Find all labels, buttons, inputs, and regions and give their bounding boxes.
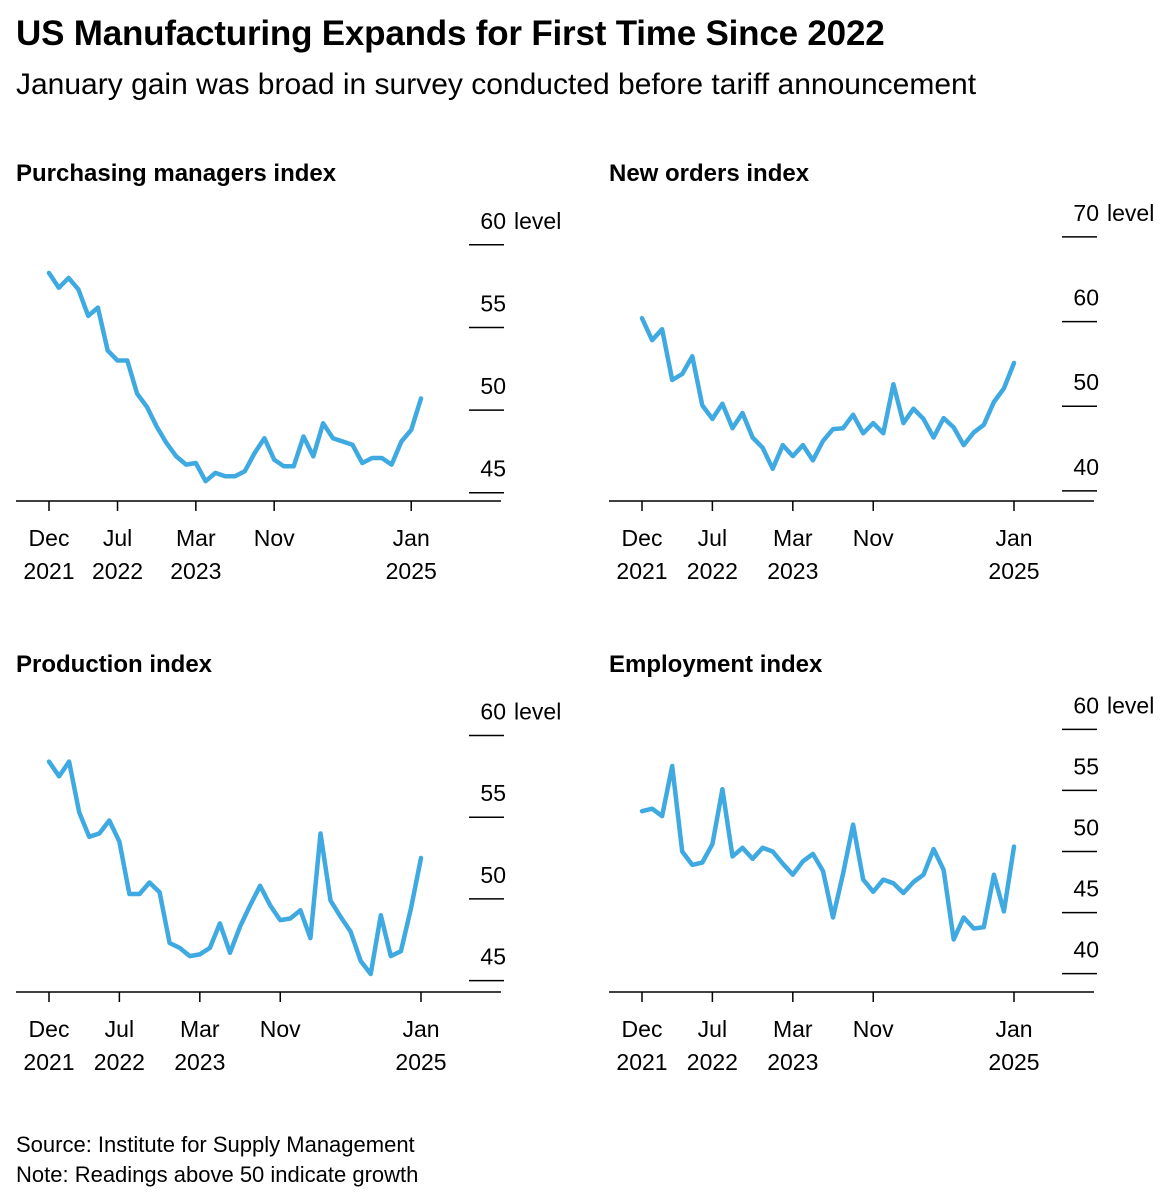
x-tick-label: 2025 <box>988 558 1039 584</box>
panel-title: Production index <box>16 651 213 678</box>
y-tick-label: 40 <box>1073 937 1099 963</box>
new-orders-panel: New orders index Dec 2021 Jul 2022 Mar 2023 No… <box>609 160 1168 620</box>
x-tick-label: Mar <box>773 525 813 551</box>
y-tick-label: 40 <box>1073 454 1099 480</box>
panel-title: Employment index <box>609 651 823 678</box>
x-tick-label: 2023 <box>174 1049 225 1075</box>
y-tick-label: 45 <box>1073 876 1099 902</box>
production-panel: Production index Dec 2021 Jul 2022 Mar 2023 No… <box>16 651 576 1111</box>
y-tick-label: 70 <box>1073 200 1099 226</box>
x-tick-label: Dec <box>29 525 70 551</box>
y-axis-unit-label: level <box>1107 200 1154 226</box>
chart-subtitle: January gain was broad in survey conduct… <box>16 68 977 101</box>
x-tick-label: 2023 <box>170 558 221 584</box>
x-tick-label: 2022 <box>687 1049 738 1075</box>
series-line <box>46 270 424 484</box>
x-tick-label: 2023 <box>767 1049 818 1075</box>
pmi-panel: Purchasing managers index Dec 2021 Jul 2022… <box>16 160 576 620</box>
y-tick-label: 60 <box>480 208 506 234</box>
chart-title: US Manufacturing Expands for First Time … <box>16 14 885 53</box>
x-tick-label: Nov <box>853 525 894 551</box>
x-tick-label: 2022 <box>687 558 738 584</box>
x-tick-label: 2022 <box>94 1049 145 1075</box>
x-tick-label: Jan <box>402 1016 439 1042</box>
source-note: Source: Institute for Supply Management <box>16 1132 415 1157</box>
y-tick-label: 50 <box>1073 815 1099 841</box>
x-tick-label: Jul <box>105 1016 134 1042</box>
y-tick-label: 50 <box>480 862 506 888</box>
x-tick-label: 2025 <box>386 558 437 584</box>
x-tick-label: Jul <box>698 1016 727 1042</box>
x-tick-label: 2022 <box>92 558 143 584</box>
y-tick-label: 45 <box>480 456 506 482</box>
y-tick-label: 55 <box>1073 753 1099 779</box>
x-tick-label: Dec <box>29 1016 70 1042</box>
panel-title: Purchasing managers index <box>16 160 337 187</box>
employment-chart: Dec 2021 Jul 2022 Mar 2023 Nov Jan 2025 60 level 55… <box>609 692 1154 1075</box>
x-tick-label: Dec <box>622 1016 663 1042</box>
x-tick-label: Jan <box>393 525 430 551</box>
production-chart: Dec 2021 Jul 2022 Mar 2023 Nov Jan 2025 60 level 55… <box>16 699 561 1075</box>
y-axis-unit-label: level <box>514 699 561 725</box>
x-tick-label: Mar <box>176 525 216 551</box>
panel-title: New orders index <box>609 160 810 187</box>
x-tick-label: 2021 <box>23 1049 74 1075</box>
x-tick-label: Jul <box>103 525 132 551</box>
pmi-chart: Dec 2021 Jul 2022 Mar 2023 Nov Jan 2025 60 level 55… <box>16 208 561 584</box>
x-tick-label: 2025 <box>988 1049 1039 1075</box>
y-tick-label: 50 <box>1073 369 1099 395</box>
x-tick-label: Dec <box>622 525 663 551</box>
x-tick-label: 2025 <box>395 1049 446 1075</box>
y-tick-label: 55 <box>480 780 506 806</box>
employment-panel: Employment index Dec 2021 Jul 2022 Mar 2023 No… <box>609 651 1168 1111</box>
footer: Source: Institute for Supply Management … <box>16 1130 418 1190</box>
series-line <box>639 315 1017 472</box>
y-tick-label: 60 <box>1073 692 1099 718</box>
y-axis-unit-label: level <box>514 208 561 234</box>
y-axis-unit-label: level <box>1107 692 1154 718</box>
series-line <box>46 759 424 977</box>
y-tick-label: 45 <box>480 944 506 970</box>
x-tick-label: Jan <box>995 1016 1032 1042</box>
x-tick-label: Mar <box>773 1016 813 1042</box>
y-tick-label: 60 <box>480 699 506 725</box>
x-tick-label: Nov <box>853 1016 894 1042</box>
growth-note: Note: Readings above 50 indicate growth <box>16 1162 419 1187</box>
x-tick-label: Jan <box>995 525 1032 551</box>
y-tick-label: 55 <box>480 290 506 316</box>
x-tick-label: Nov <box>260 1016 301 1042</box>
x-tick-label: Mar <box>180 1016 220 1042</box>
new-orders-chart: Dec 2021 Jul 2022 Mar 2023 Nov Jan 2025 70 level 60… <box>609 200 1154 584</box>
x-tick-label: 2023 <box>767 558 818 584</box>
x-tick-label: 2021 <box>616 558 667 584</box>
series-line <box>639 763 1017 942</box>
x-tick-label: Nov <box>254 525 295 551</box>
x-tick-label: Jul <box>698 525 727 551</box>
x-tick-label: 2021 <box>616 1049 667 1075</box>
x-tick-label: 2021 <box>23 558 74 584</box>
y-tick-label: 50 <box>480 373 506 399</box>
y-tick-label: 60 <box>1073 285 1099 311</box>
